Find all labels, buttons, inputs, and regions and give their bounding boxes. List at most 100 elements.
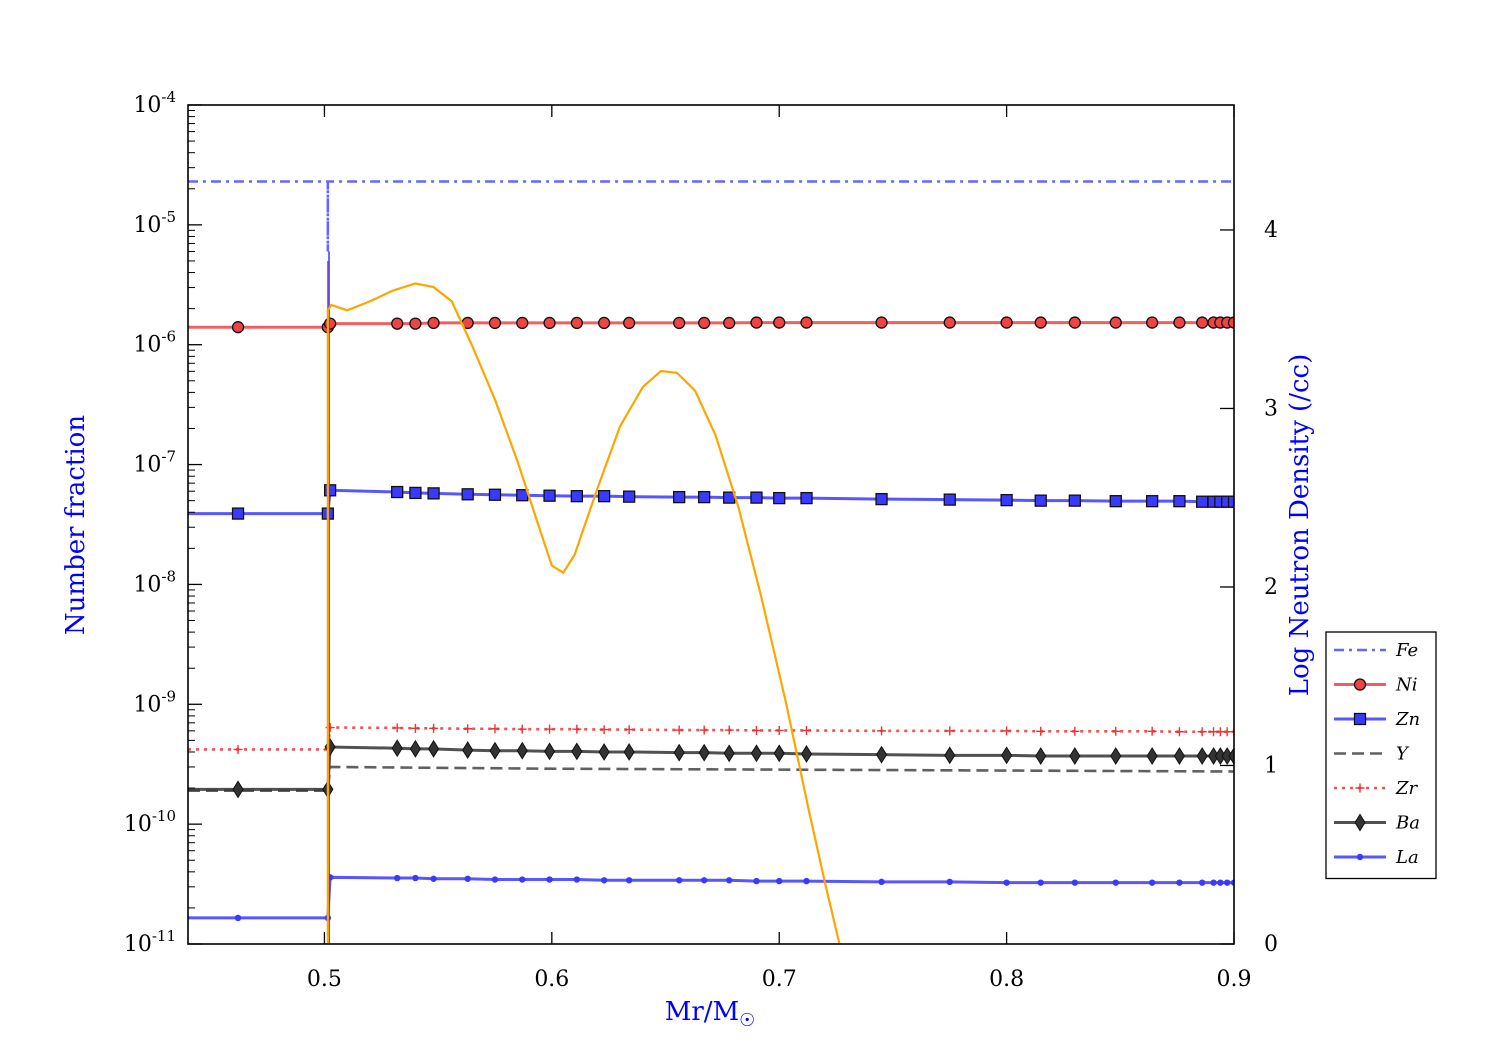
- x-tick-label: 0.5: [307, 967, 342, 992]
- series-zr-point-shape: [724, 725, 734, 735]
- series-zn-point-shape: [461, 488, 474, 501]
- series-ba-point: [324, 738, 336, 756]
- series-ni-point-shape: [1034, 316, 1047, 329]
- series-la-point: [1210, 879, 1217, 886]
- series-ni-point: [427, 316, 440, 330]
- series-ba-point: [516, 741, 528, 760]
- series-zn-point-shape: [1000, 493, 1013, 507]
- series-ba-point: [800, 745, 813, 763]
- series-zr-point-shape: [463, 724, 473, 734]
- y-right-tick-label: 3: [1264, 396, 1278, 421]
- series-zn-point: [1145, 495, 1159, 508]
- series-ni-point: [875, 316, 888, 329]
- series-zr-point-shape: [599, 725, 609, 735]
- series-la-point-shape: [1003, 879, 1010, 886]
- y-left-tick-label: 10-9: [133, 687, 176, 717]
- series-zn-point-shape: [1145, 495, 1159, 508]
- series-ba-point-shape: [800, 745, 813, 763]
- series-layer: [188, 180, 1234, 944]
- y-axis-left-label: Number fraction: [61, 415, 91, 635]
- series-ba-point-shape: [698, 743, 710, 762]
- series-la-point-shape: [464, 875, 471, 882]
- series-la-point-shape: [412, 874, 419, 882]
- series-zr-point-shape: [674, 725, 684, 735]
- series-ba-point: [1035, 747, 1047, 765]
- series-ba-point: [1228, 747, 1234, 765]
- series-ni-point: [723, 316, 736, 330]
- y-left-tick-label: 10-4: [133, 88, 176, 118]
- series-zn-point: [1196, 495, 1209, 508]
- series-zn-point: [673, 490, 686, 504]
- series-ni-point: [488, 316, 502, 330]
- axes-layer: 0.5 0.6 0.7 0.8 0.9 10-4 10-5 10-6 10-7 10-8 10-9 1…: [124, 88, 1278, 992]
- series-ni-point-shape: [622, 316, 636, 330]
- series-ni-point: [1145, 316, 1159, 329]
- series-zn-point-shape: [1068, 494, 1081, 507]
- series-ba-point: [232, 780, 244, 799]
- series-zn-point: [800, 491, 813, 505]
- series-ba-point-shape: [723, 744, 735, 763]
- series-zn-point: [773, 491, 786, 505]
- series-la-point-shape: [1112, 879, 1119, 886]
- legend-marker-zr-shape: [1355, 783, 1365, 793]
- legend-item-y: Y: [1334, 744, 1410, 765]
- y-left-tick-label: 10-8: [133, 567, 176, 597]
- series-ba-point: [944, 746, 956, 765]
- series-la-point: [878, 878, 885, 886]
- series-ba-point-shape: [1173, 747, 1186, 765]
- series-ba-point-shape: [409, 739, 421, 758]
- series-zr-point: [1147, 726, 1157, 736]
- series-zn-point-shape: [427, 487, 440, 500]
- series-zr-point-shape: [802, 725, 812, 735]
- legend-label-ba: Ba: [1395, 813, 1420, 834]
- x-axis-label: Mr/M☉: [665, 997, 756, 1031]
- series-la-point: [675, 877, 683, 884]
- series-zn-point-shape: [409, 486, 422, 500]
- series-ba-point-shape: [875, 745, 888, 764]
- series-la-point: [1003, 879, 1010, 886]
- series-zr-point-shape: [517, 724, 527, 734]
- series-zn-point-shape: [391, 485, 404, 499]
- series-ba-point-shape: [1001, 746, 1013, 765]
- series-ni-point: [1034, 316, 1047, 329]
- series-la-point: [491, 876, 499, 883]
- series-zn-point-shape: [750, 491, 763, 504]
- series-la-point: [430, 875, 437, 882]
- series-zn-point: [875, 492, 888, 506]
- series-ni-point-shape: [875, 316, 888, 329]
- series-ba-point-shape: [1196, 747, 1208, 765]
- series-ba-point-shape: [623, 743, 635, 761]
- series-zr-point-shape: [751, 725, 761, 735]
- series-ni-point-shape: [409, 317, 422, 330]
- series-ba-point-shape: [1069, 747, 1081, 765]
- series-ba-point: [623, 743, 635, 761]
- series-la-point: [519, 876, 526, 883]
- series-zr-point: [624, 725, 634, 735]
- series-zn-point: [427, 487, 440, 500]
- x-tick-label: 0.8: [989, 967, 1024, 992]
- x-tick-label: 0.9: [1217, 967, 1252, 992]
- series-ba-point-shape: [598, 743, 610, 761]
- series-ba: [188, 738, 1234, 799]
- series-la-point-shape: [1176, 879, 1183, 886]
- series-ba-point: [750, 744, 763, 763]
- series-la-point-shape: [573, 876, 581, 883]
- legend-label-y: Y: [1396, 744, 1410, 765]
- series-ba-point: [489, 741, 501, 760]
- series-zn-point-shape: [516, 489, 529, 502]
- series-zn-point: [1173, 495, 1186, 508]
- series-la-point-shape: [491, 876, 499, 883]
- series-ni-point: [543, 316, 556, 330]
- series-ba-point-shape: [489, 741, 501, 760]
- series-ba-point: [462, 741, 474, 760]
- y-left-tick-label: 10-6: [133, 328, 176, 358]
- series-zr-point: [1002, 726, 1012, 736]
- series-la-point-shape: [700, 877, 708, 884]
- series-zn-point: [323, 484, 337, 497]
- series-ni-point-shape: [597, 316, 611, 330]
- legend-marker-la: [1356, 853, 1364, 861]
- legend-marker-ni: [1353, 678, 1367, 691]
- series-ni-point-shape: [570, 316, 583, 330]
- series-la-point: [753, 877, 760, 885]
- series-la-point: [1176, 879, 1183, 886]
